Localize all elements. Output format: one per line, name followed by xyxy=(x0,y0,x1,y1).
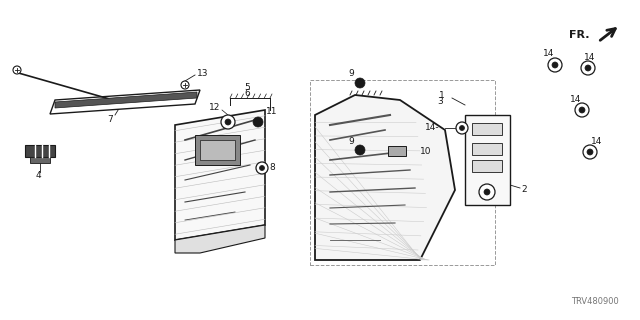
Circle shape xyxy=(552,62,558,68)
Text: 14: 14 xyxy=(543,50,555,59)
Bar xyxy=(195,135,240,165)
Circle shape xyxy=(581,61,595,75)
Text: 3: 3 xyxy=(437,97,443,106)
Polygon shape xyxy=(55,92,197,108)
Text: 11: 11 xyxy=(266,108,278,116)
Circle shape xyxy=(479,184,495,200)
Circle shape xyxy=(256,162,268,174)
Circle shape xyxy=(355,78,365,88)
Text: 4: 4 xyxy=(35,172,41,180)
Text: 12: 12 xyxy=(209,103,221,113)
Circle shape xyxy=(221,115,235,129)
Polygon shape xyxy=(25,145,55,157)
Text: 13: 13 xyxy=(197,69,209,78)
Text: 5: 5 xyxy=(244,83,250,92)
Polygon shape xyxy=(465,115,510,205)
Circle shape xyxy=(456,122,468,134)
Polygon shape xyxy=(315,95,455,260)
Text: 9: 9 xyxy=(348,69,354,78)
Circle shape xyxy=(484,189,490,195)
Circle shape xyxy=(181,81,189,89)
Polygon shape xyxy=(50,90,200,114)
Polygon shape xyxy=(30,157,50,163)
Text: FR.: FR. xyxy=(570,30,590,40)
Circle shape xyxy=(587,149,593,155)
Circle shape xyxy=(585,65,591,71)
Circle shape xyxy=(355,145,365,155)
Polygon shape xyxy=(175,110,265,240)
Circle shape xyxy=(253,117,263,127)
Text: TRV480900: TRV480900 xyxy=(571,298,619,307)
Bar xyxy=(310,80,495,265)
Text: 14: 14 xyxy=(591,138,602,147)
Circle shape xyxy=(460,125,465,131)
Bar xyxy=(472,160,502,172)
Text: 1: 1 xyxy=(439,91,445,100)
Polygon shape xyxy=(175,225,265,253)
Circle shape xyxy=(583,145,597,159)
Circle shape xyxy=(548,58,562,72)
Circle shape xyxy=(259,165,264,171)
Text: 7: 7 xyxy=(107,116,113,124)
Bar xyxy=(472,123,502,135)
Text: 14: 14 xyxy=(584,52,596,61)
Bar xyxy=(472,143,502,155)
Circle shape xyxy=(575,103,589,117)
Text: 14: 14 xyxy=(570,95,582,105)
Text: 14-: 14- xyxy=(426,124,440,132)
Bar xyxy=(200,140,235,160)
Text: 10: 10 xyxy=(420,147,431,156)
Text: 9: 9 xyxy=(348,138,354,147)
Circle shape xyxy=(225,119,231,125)
Bar xyxy=(388,146,406,156)
Text: 2: 2 xyxy=(521,185,527,194)
Text: 8: 8 xyxy=(269,164,275,172)
Circle shape xyxy=(13,66,21,74)
Text: 6: 6 xyxy=(244,89,250,98)
Circle shape xyxy=(579,107,585,113)
